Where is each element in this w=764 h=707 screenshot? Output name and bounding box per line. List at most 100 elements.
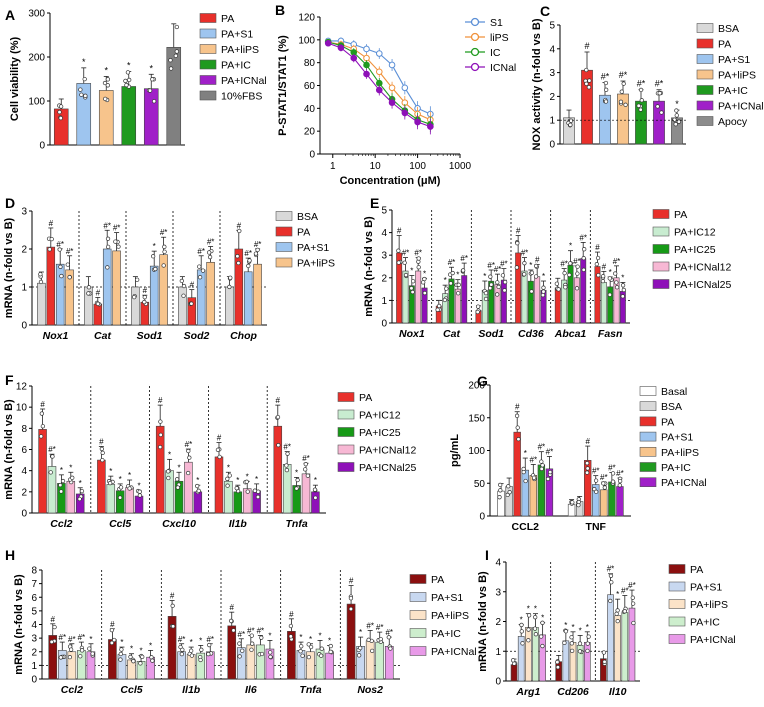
data-point bbox=[396, 248, 401, 253]
data-point bbox=[284, 463, 289, 468]
y-tick-label: 2 bbox=[21, 487, 27, 498]
data-point bbox=[39, 411, 44, 416]
data-point bbox=[82, 76, 87, 82]
x-tick-label: Ccl2 bbox=[61, 684, 83, 696]
data-point bbox=[356, 653, 362, 658]
significance-mark: * bbox=[268, 631, 271, 640]
data-point bbox=[601, 481, 606, 486]
bar bbox=[301, 473, 311, 514]
bar bbox=[125, 487, 134, 514]
significance-mark: #* bbox=[283, 443, 291, 452]
bar bbox=[384, 645, 394, 680]
significance-mark: #* bbox=[366, 621, 374, 630]
legend-swatch bbox=[639, 446, 657, 457]
data-point bbox=[319, 653, 324, 658]
data-point bbox=[422, 290, 427, 296]
bar bbox=[97, 459, 106, 514]
significance-mark: * bbox=[153, 242, 156, 251]
data-point bbox=[631, 620, 636, 626]
data-point bbox=[162, 244, 167, 249]
bar bbox=[57, 650, 67, 680]
significance-mark: #* bbox=[113, 224, 121, 233]
y-tick-label: 0 bbox=[309, 150, 315, 161]
legend-swatch bbox=[696, 100, 714, 111]
legend-swatch bbox=[639, 462, 657, 472]
y-tick-label: 0 bbox=[39, 141, 45, 152]
legend-swatch bbox=[275, 257, 293, 268]
significance-mark: * bbox=[60, 466, 63, 475]
data-point bbox=[532, 626, 538, 631]
significance-mark: * bbox=[127, 61, 131, 71]
data-point bbox=[655, 104, 660, 109]
bar bbox=[131, 286, 140, 326]
x-tick-label: Chop bbox=[230, 330, 257, 342]
data-point bbox=[57, 109, 62, 115]
data-point bbox=[562, 640, 567, 646]
data-point bbox=[70, 475, 75, 480]
legend-entry: PA bbox=[359, 392, 372, 404]
data-point bbox=[396, 260, 401, 265]
data-point bbox=[378, 636, 383, 642]
data-point bbox=[375, 68, 383, 76]
data-point bbox=[363, 61, 370, 69]
legend-entry: PA bbox=[690, 564, 703, 576]
significance-mark: #* bbox=[538, 443, 546, 452]
legend-swatch bbox=[409, 646, 427, 656]
significance-mark: # bbox=[170, 592, 175, 601]
significance-mark: #* bbox=[302, 454, 310, 463]
x-tick-label: CCL2 bbox=[512, 521, 540, 533]
legend-marker bbox=[470, 32, 480, 42]
significance-mark: #* bbox=[103, 221, 111, 230]
data-point bbox=[617, 478, 623, 484]
data-point bbox=[539, 459, 544, 464]
data-point bbox=[142, 299, 147, 305]
y-tick-label: 4 bbox=[21, 466, 27, 477]
data-point bbox=[40, 424, 46, 429]
data-point bbox=[569, 635, 574, 640]
data-point bbox=[620, 283, 626, 288]
y-tick-label: 4 bbox=[31, 620, 37, 631]
data-point bbox=[614, 611, 619, 616]
y-tick-label: 100 bbox=[298, 35, 315, 46]
y-tick-label: 1 bbox=[549, 116, 555, 127]
significance-mark: * bbox=[527, 605, 530, 614]
data-point bbox=[442, 297, 448, 303]
data-point bbox=[38, 279, 44, 285]
data-point bbox=[613, 271, 618, 276]
significance-mark: # bbox=[585, 437, 590, 446]
data-point bbox=[363, 54, 370, 62]
significance-mark: #* bbox=[607, 565, 615, 574]
significance-mark: #* bbox=[185, 440, 193, 449]
data-point bbox=[540, 292, 546, 298]
data-point bbox=[170, 603, 175, 608]
data-point bbox=[526, 613, 532, 618]
significance-mark: * bbox=[675, 99, 679, 109]
data-point bbox=[140, 654, 145, 660]
data-point bbox=[118, 651, 123, 657]
significance-mark: # bbox=[40, 400, 45, 409]
data-point bbox=[498, 488, 503, 493]
data-point bbox=[105, 236, 111, 241]
legend-entry: PA+ICNal12 bbox=[359, 445, 416, 457]
data-point bbox=[308, 644, 314, 650]
significance-mark: #* bbox=[573, 257, 581, 266]
data-point bbox=[488, 285, 493, 291]
legend-swatch bbox=[652, 279, 670, 289]
legend-swatch bbox=[639, 477, 657, 488]
data-point bbox=[247, 258, 252, 263]
bar bbox=[57, 483, 66, 514]
data-point bbox=[179, 651, 185, 657]
data-point bbox=[522, 261, 527, 266]
legend-entry: PA+S1 bbox=[661, 432, 693, 444]
legend-swatch bbox=[696, 85, 714, 95]
data-point bbox=[207, 254, 213, 260]
data-point bbox=[79, 648, 85, 653]
data-point bbox=[166, 469, 171, 474]
y-tick-label: 2 bbox=[381, 273, 387, 284]
data-point bbox=[514, 413, 520, 418]
data-point bbox=[444, 286, 449, 291]
data-point bbox=[416, 256, 421, 261]
data-point bbox=[488, 274, 493, 279]
y-tick-label: 0 bbox=[495, 677, 501, 688]
significance-mark: * bbox=[177, 463, 180, 472]
